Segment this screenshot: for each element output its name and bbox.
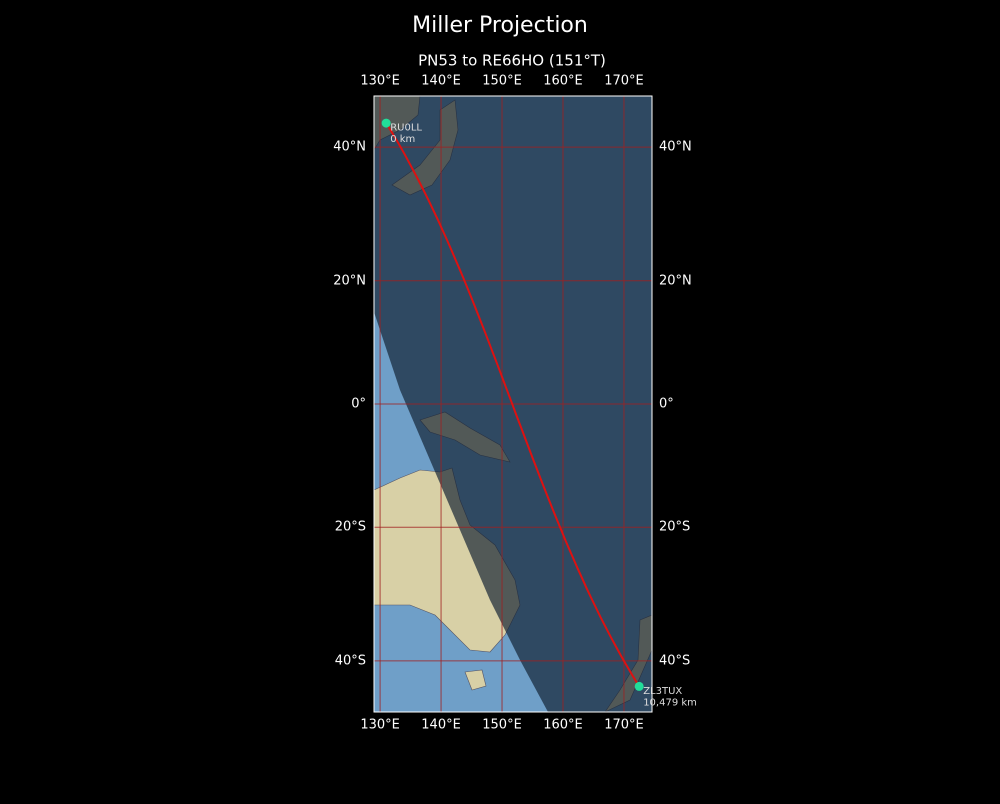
lon-tick-label: 150°E [482,74,522,89]
station-marker [634,681,644,691]
lon-tick-label: 130°E [360,74,400,89]
map-area [374,96,652,712]
lon-tick-label: 160°E [543,74,583,89]
lat-tick-label: 20°N [659,273,692,288]
lat-tick-label: 20°N [333,273,366,288]
station-distance: 0 km [390,134,415,145]
lon-tick-label: 140°E [421,718,461,733]
station-marker [381,118,391,128]
lon-tick-label: 170°E [604,718,644,733]
station-distance: 10,479 km [643,697,697,708]
lat-tick-label: 40°N [659,140,692,155]
lat-tick-label: 20°S [659,520,690,535]
lat-tick-label: 0° [351,397,366,412]
lon-tick-label: 160°E [543,718,583,733]
title: Miller Projection [412,13,588,38]
map-frame [373,95,653,713]
lat-tick-label: 0° [659,397,674,412]
lon-tick-label: 170°E [604,74,644,89]
station-name: ZL3TUX [643,686,682,697]
lon-tick-label: 140°E [421,74,461,89]
lat-tick-label: 40°S [335,653,366,668]
subtitle: PN53 to RE66HO (151°T) [418,52,606,70]
great-circle-path [385,122,641,687]
lat-tick-label: 20°S [335,520,366,535]
lon-tick-label: 150°E [482,718,522,733]
lat-tick-label: 40°S [659,653,690,668]
lat-tick-label: 40°N [333,140,366,155]
station-name: RU0LL [390,123,422,134]
lon-tick-label: 130°E [360,718,400,733]
